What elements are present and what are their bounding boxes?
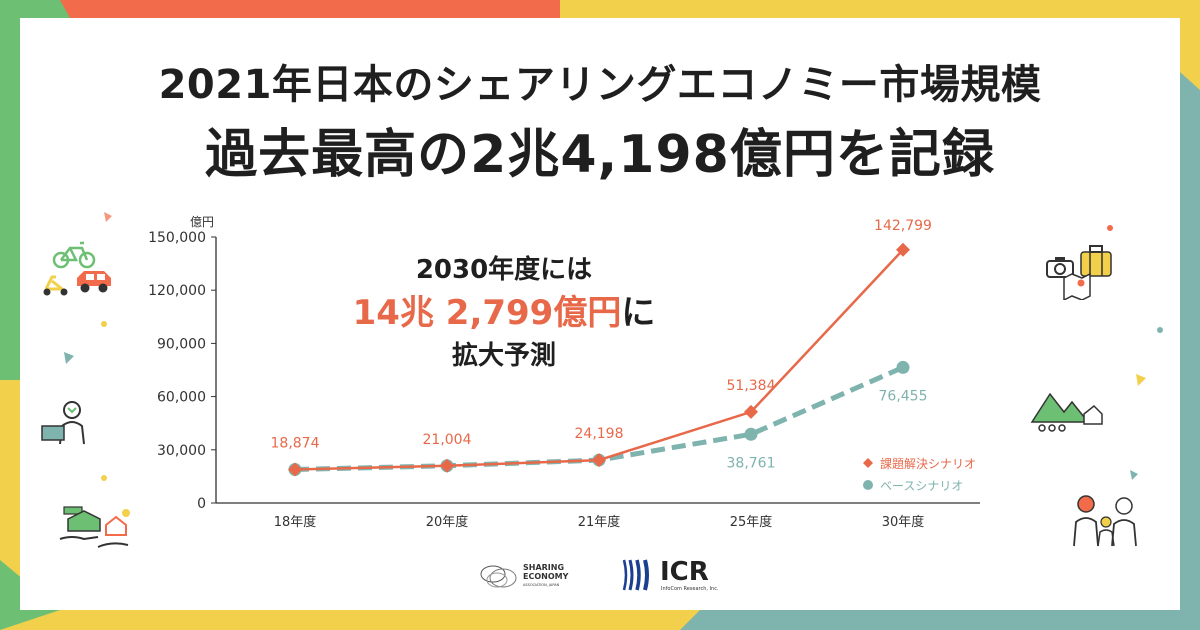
chart-data-labels: 18,874 21,004 24,198 51,384 142,799 38,761 76,…	[271, 218, 932, 471]
forecast-callout: 2030年度には 14兆 2,799億円に 拡大予測	[352, 236, 656, 388]
x-tick-label: 20年度	[426, 514, 469, 530]
icr-logo-main: ICR	[660, 557, 709, 587]
y-axis-unit-label: 億円	[190, 215, 214, 229]
y-tick-label: 30,000	[157, 443, 206, 459]
icr-logo-mark	[622, 559, 649, 591]
frame-yellow-top	[560, 0, 1200, 18]
callout-line-1: 2030年度には	[415, 255, 593, 285]
data-label-main: 51,384	[727, 378, 776, 394]
data-label-base: 38,761	[727, 455, 776, 471]
legend-label-base: ベースシナリオ	[880, 479, 963, 493]
suitcase-icon	[1080, 245, 1112, 277]
data-label-base: 76,455	[879, 388, 928, 404]
scooter-icon	[43, 275, 68, 296]
legend-marker-main	[863, 458, 873, 468]
callout-line-3: 拡大予測	[451, 341, 556, 371]
y-tick-label: 60,000	[157, 390, 206, 406]
data-point-main	[744, 404, 758, 419]
data-label-main: 24,198	[575, 426, 624, 442]
data-point-main	[896, 242, 910, 257]
y-tick-label: 120,000	[148, 283, 206, 299]
frame-teal-right	[1180, 0, 1200, 630]
frame-orange-top	[60, 0, 580, 18]
chart-series	[288, 242, 910, 477]
x-tick-label: 21年度	[578, 514, 621, 530]
headline-line-2: 過去最高の2兆4,198億円を記録	[205, 125, 995, 185]
data-point-base	[896, 360, 910, 374]
frame-teal-bottom	[680, 610, 1200, 630]
person-laptop-icon	[41, 401, 85, 445]
x-tick-label: 30年度	[882, 514, 925, 530]
data-point-main	[288, 462, 302, 477]
bicycle-icon	[52, 241, 96, 269]
x-tick-label: 18年度	[274, 514, 317, 530]
camera-icon	[1046, 257, 1074, 278]
callout-line-2: 14兆 2,799億円に	[352, 290, 656, 336]
headline-line-1: 2021年日本のシェアリングエコノミー市場規模	[158, 62, 1042, 108]
icr-logo: ICR InfoCom Research, Inc.	[620, 556, 730, 596]
data-point-base	[744, 427, 758, 441]
y-tick-label: 150,000	[148, 230, 206, 246]
data-label-main: 21,004	[423, 432, 472, 448]
data-point-main	[440, 458, 454, 473]
y-tick-label: 90,000	[157, 336, 206, 352]
sharing-logo-line-1: SHARING	[523, 563, 565, 572]
sharing-logo-line-2: ECONOMY	[523, 572, 569, 581]
legend-label-main: 課題解決シナリオ	[880, 456, 976, 471]
data-label-main: 142,799	[874, 218, 932, 234]
legend-marker-base	[863, 480, 873, 490]
sharing-economy-logo: SHARING ECONOMY ASSOCIATION, JAPAN	[477, 556, 577, 596]
sharing-economy-logo-mark	[480, 565, 517, 588]
icr-logo-sub: InfoCom Research, Inc.	[661, 586, 719, 592]
car-icon	[77, 271, 111, 293]
callout-suffix: に	[621, 293, 656, 333]
sharing-logo-line-3: ASSOCIATION, JAPAN	[523, 583, 560, 587]
data-label-main: 18,874	[271, 436, 320, 452]
y-tick-label: 0	[197, 496, 206, 512]
callout-highlight: 14兆 2,799億円	[352, 293, 622, 333]
mountain-house-icon	[1030, 392, 1103, 432]
house-hand-icon	[59, 506, 130, 548]
map-icon	[1063, 272, 1091, 300]
x-tick-label: 25年度	[730, 514, 773, 530]
family-icon	[1073, 495, 1137, 547]
data-point-main	[592, 453, 606, 468]
